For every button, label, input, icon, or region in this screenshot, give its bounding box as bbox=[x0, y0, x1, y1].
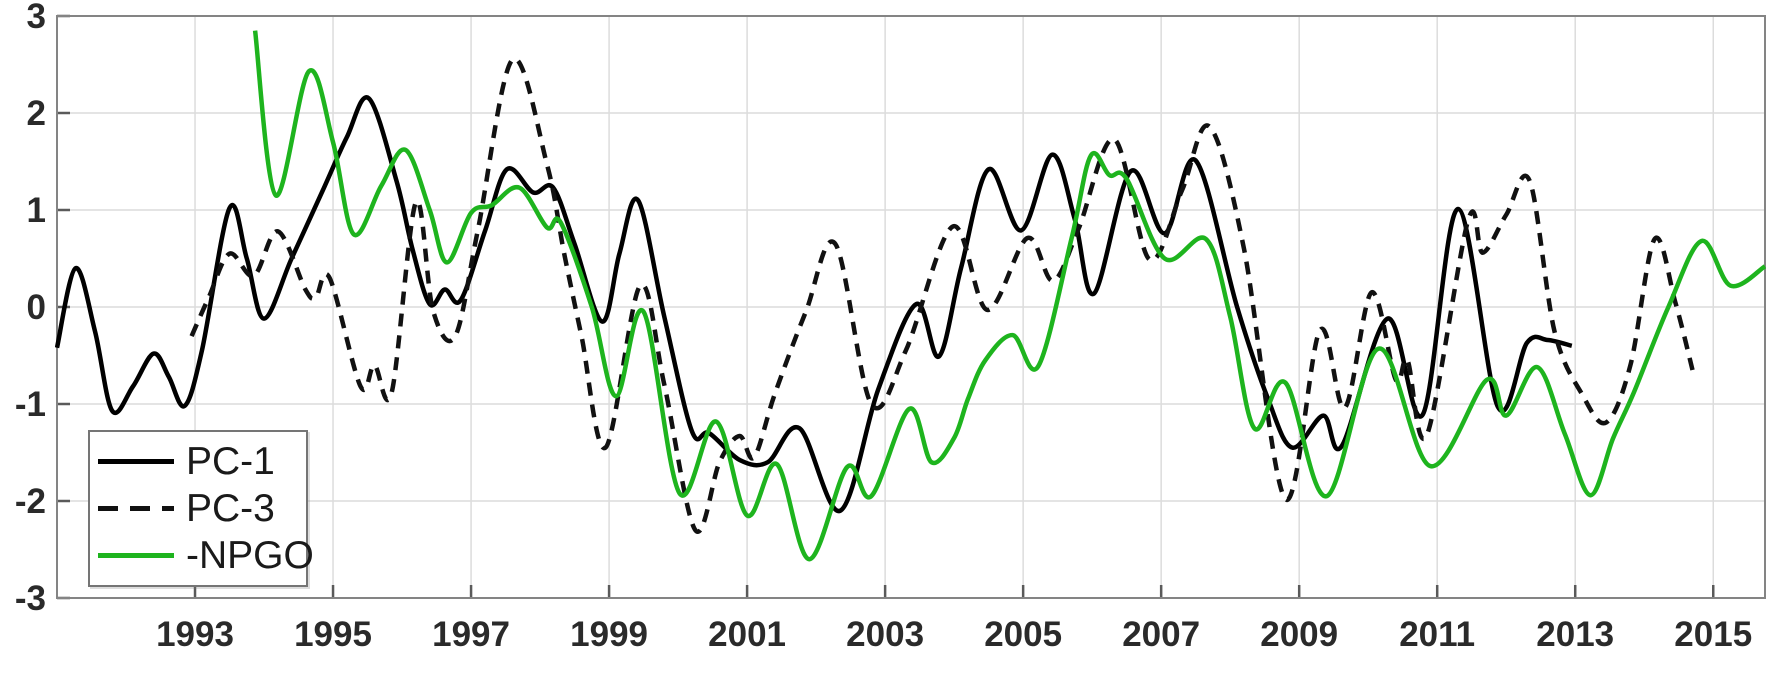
x-tick-label: 1995 bbox=[294, 615, 372, 654]
y-tick-label: -3 bbox=[15, 579, 46, 618]
y-tick-label: 1 bbox=[27, 191, 46, 230]
legend-box[interactable]: PC-1 PC-3 -NPGO bbox=[88, 430, 314, 587]
y-tick-label: 2 bbox=[27, 94, 46, 133]
x-tick-label: 1999 bbox=[570, 615, 648, 654]
plot-border bbox=[56, 15, 1766, 599]
x-axis-labels: 1993 1995 1997 1999 2001 2003 2005 2007 2009 2011… bbox=[156, 615, 1752, 654]
legend-item-npgo[interactable]: -NPGO bbox=[98, 536, 314, 575]
x-tick-label: 2011 bbox=[1399, 615, 1475, 654]
x-tick-label: 2013 bbox=[1536, 615, 1614, 654]
y-tick-label: 3 bbox=[27, 0, 46, 36]
legend-label-pc1: PC-1 bbox=[186, 440, 275, 483]
pc3-dashed-line-sample bbox=[98, 506, 174, 511]
y-axis-labels: -3 -2 -1 0 1 2 3 bbox=[15, 0, 46, 618]
x-tick-label: 2015 bbox=[1674, 615, 1752, 654]
y-tick-label: -2 bbox=[15, 482, 46, 521]
legend-item-pc1[interactable]: PC-1 bbox=[98, 442, 306, 481]
pc1-solid-line-sample bbox=[98, 459, 174, 464]
x-tick-label: 1993 bbox=[156, 615, 234, 654]
x-tick-label: 2003 bbox=[846, 615, 924, 654]
series-line-pc1 bbox=[55, 95, 1573, 513]
y-tick-label: 0 bbox=[27, 288, 46, 327]
x-tick-label: 2005 bbox=[984, 615, 1062, 654]
series-line-pc3 bbox=[189, 56, 1695, 535]
x-tick-label: 2009 bbox=[1260, 615, 1338, 654]
gridlines bbox=[57, 16, 1765, 598]
npgo-solid-line-sample bbox=[98, 553, 174, 558]
legend-label-npgo: -NPGO bbox=[186, 534, 314, 577]
legend-label-pc3: PC-3 bbox=[186, 487, 275, 530]
y-tick-label: -1 bbox=[15, 385, 46, 424]
legend-item-pc3[interactable]: PC-3 bbox=[98, 489, 306, 528]
x-tick-label: 1997 bbox=[432, 615, 510, 654]
series-lines bbox=[55, 30, 1767, 562]
series-line-npgo bbox=[252, 30, 1767, 562]
x-tick-label: 2001 bbox=[708, 615, 786, 654]
axis-ticks bbox=[57, 14, 1715, 600]
x-tick-label: 2007 bbox=[1122, 615, 1200, 654]
